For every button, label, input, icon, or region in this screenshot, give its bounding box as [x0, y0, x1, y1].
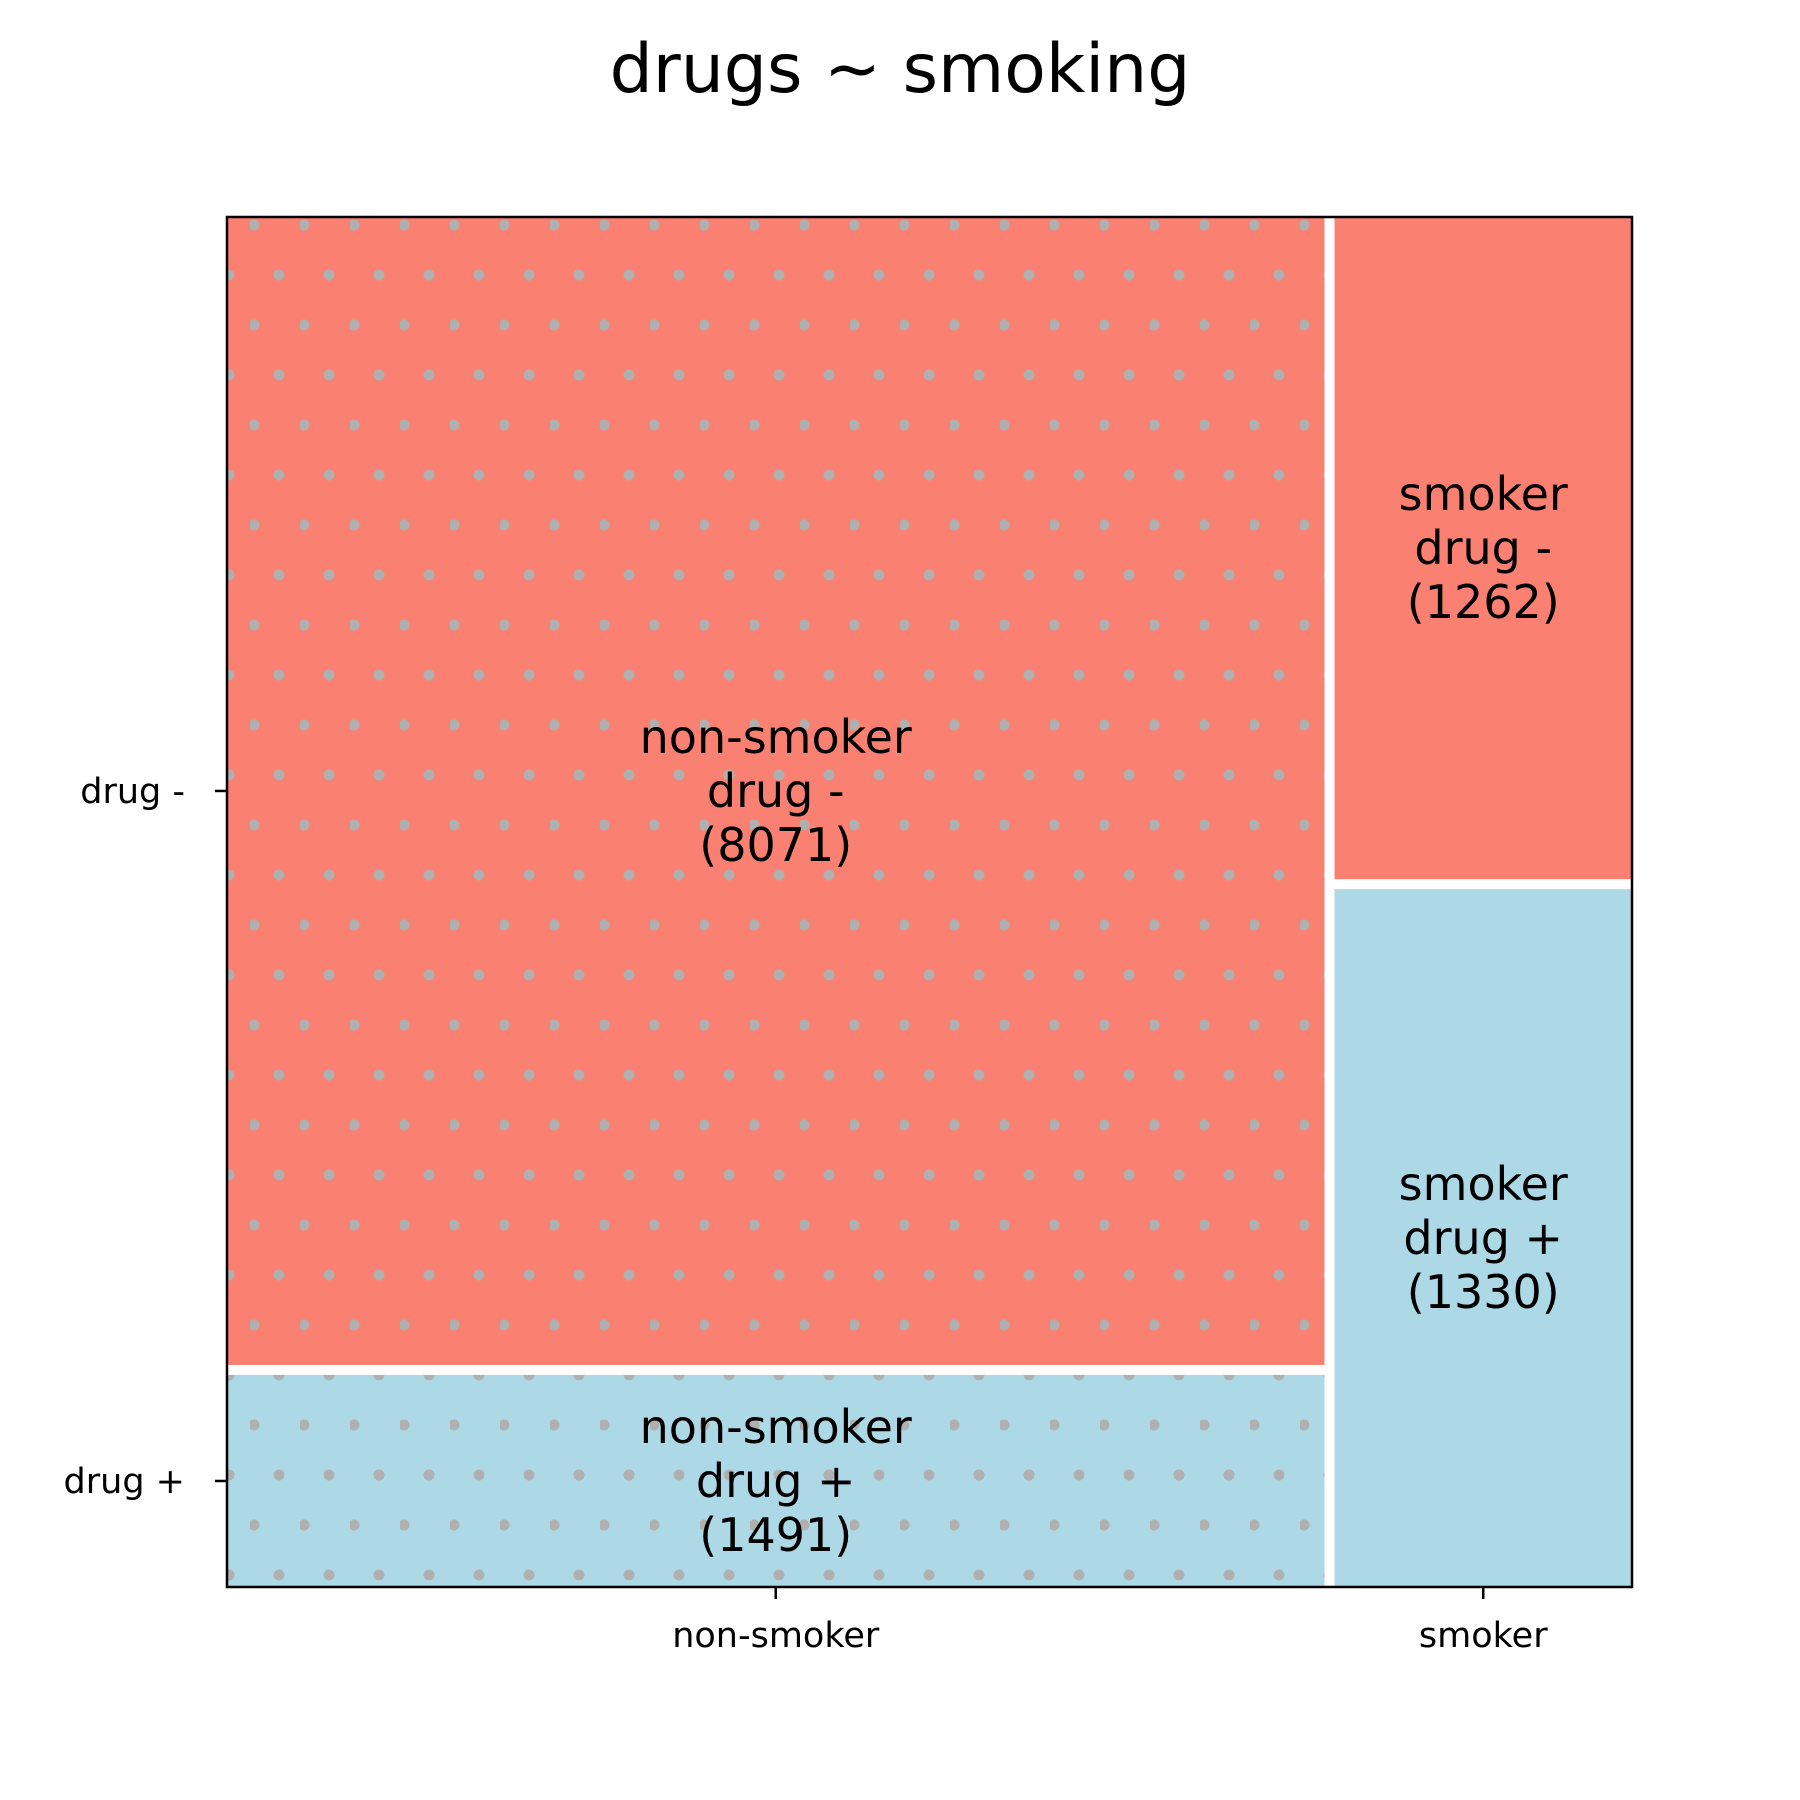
- cell-non-smoker-drug-minus-hatch: [227, 217, 1325, 1365]
- cell-non-smoker-drug-minus-label: non-smoker drug -(8071): [640, 710, 912, 872]
- cell-non-smoker-drug-minus-label-line: (8071): [699, 818, 852, 872]
- mosaic-cells: non-smoker drug -(8071)non-smoker drug + (1…: [227, 217, 1632, 1587]
- chart-title: drugs ~ smoking: [610, 30, 1191, 109]
- cell-smoker-drug-minus-label-line: (1262): [1407, 575, 1560, 629]
- cell-non-smoker-drug-plus-label: non-smoker drug + (1491): [640, 1400, 912, 1562]
- cell-smoker-drug-plus-tile: [1334, 889, 1632, 1587]
- cell-smoker-drug-plus-label-line: smoker: [1399, 1157, 1568, 1211]
- cell-non-smoker-drug-minus-label-line: drug -: [707, 764, 845, 818]
- cell-smoker-drug-plus-label-line: drug +: [1403, 1211, 1563, 1265]
- cell-smoker-drug-minus-tile: [1334, 217, 1632, 880]
- y-tick-label-drug-plus: drug +: [64, 1462, 185, 1502]
- cell-smoker-drug-minus-label: smoker drug -(1262): [1399, 467, 1568, 629]
- cell-non-smoker-drug-plus-label-line: non-smoker: [640, 1400, 912, 1454]
- cell-non-smoker-drug-minus-label-line: non-smoker: [640, 710, 912, 764]
- y-tick-label-drug-minus: drug -: [80, 772, 185, 812]
- axis-ticks: non-smoker smoker drug - drug +: [64, 772, 1549, 1656]
- plot-frame: [225, 215, 1634, 1589]
- cell-smoker-drug-plus-label: smoker drug + (1330): [1399, 1157, 1568, 1319]
- cell-non-smoker-drug-plus-label-line: (1491): [699, 1508, 852, 1562]
- cell-smoker-drug-plus-label-line: (1330): [1407, 1265, 1560, 1319]
- x-tick-label-non-smoker: non-smoker: [672, 1616, 880, 1656]
- cell-smoker-drug-minus-label-line: drug -: [1414, 521, 1552, 575]
- cell-smoker-drug-minus-label-line: smoker: [1399, 467, 1568, 521]
- cell-non-smoker-drug-plus-label-line: drug +: [696, 1454, 856, 1508]
- x-tick-label-smoker: smoker: [1419, 1616, 1548, 1656]
- cell-non-smoker-drug-plus-hatch: [227, 1374, 1325, 1587]
